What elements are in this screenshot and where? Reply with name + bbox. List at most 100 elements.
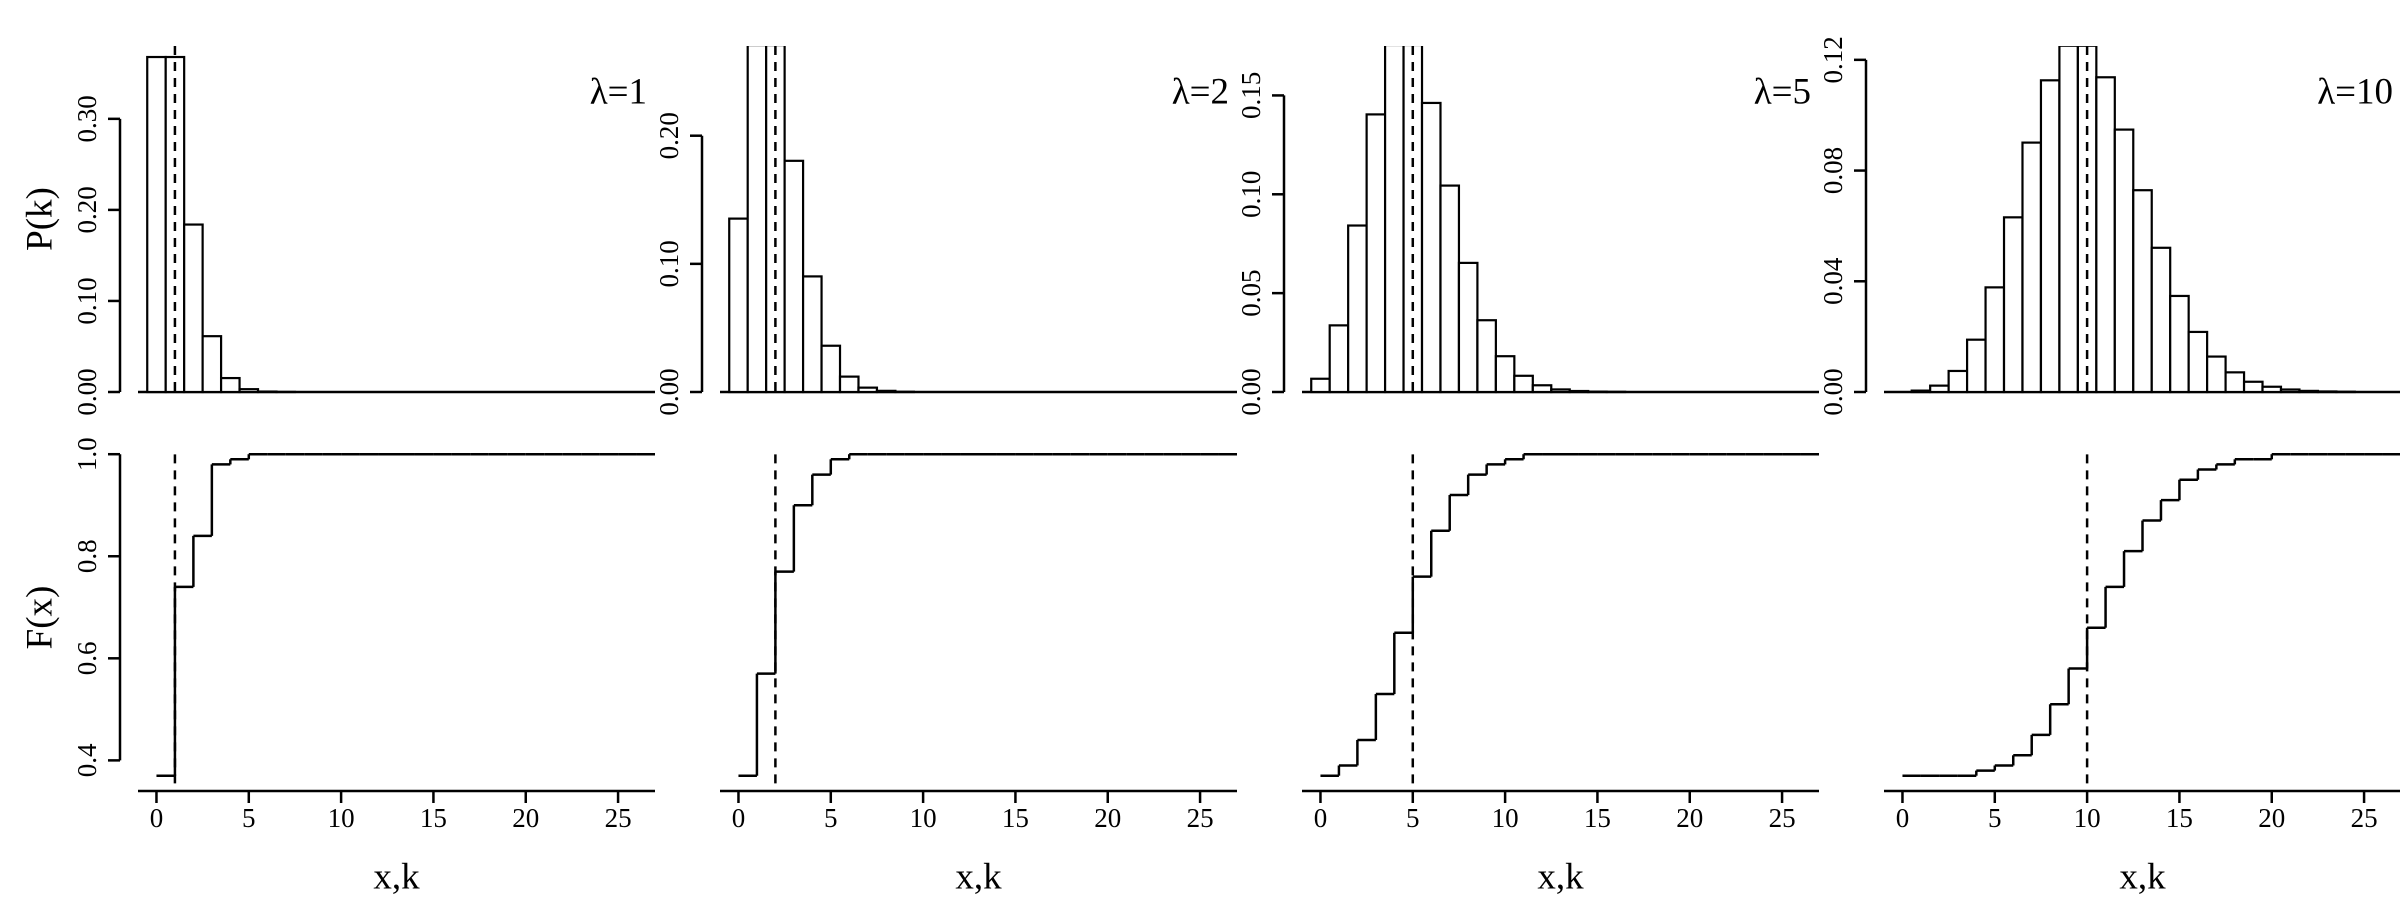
y-axis-label: F(x) <box>19 586 60 650</box>
y-tick-label: 0.30 <box>72 95 102 142</box>
bar <box>801 275 823 394</box>
bar <box>783 159 805 394</box>
x-tick-label: 10 <box>2074 803 2101 833</box>
y-tick-label: 0.6 <box>72 641 102 675</box>
x-tick-label: 15 <box>2166 803 2193 833</box>
annotation: λ=2 <box>1172 71 1229 112</box>
y-axis-label: P(k) <box>19 187 60 251</box>
annotation: λ=10 <box>2317 71 2393 112</box>
pmf-panel: 0.00 0.10 0.20 λ=2 <box>654 46 1237 416</box>
bar <box>820 344 842 394</box>
bar <box>1531 384 1553 394</box>
y-tick-label: 0.00 <box>1236 368 1266 415</box>
bar <box>728 217 749 394</box>
y-tick-label: 0.8 <box>72 539 102 573</box>
pmf-panel: 0.00 0.05 0.10 0.15 λ=5 <box>1236 46 1819 416</box>
bar <box>183 223 204 394</box>
bar <box>746 46 768 394</box>
x-tick-label: 15 <box>1002 803 1029 833</box>
pmf-panel: 0.00 0.10 0.20 0.30 P(k) λ=1 <box>19 46 655 416</box>
y-tick-label: 0.4 <box>72 743 102 777</box>
x-axis-label: x,k <box>1537 856 1584 897</box>
x-tick-label: 15 <box>1584 803 1611 833</box>
bar <box>1365 113 1387 394</box>
plot <box>1910 46 2356 394</box>
bar <box>1929 384 1950 394</box>
bar <box>1347 224 1368 394</box>
bar <box>2206 355 2227 394</box>
plot <box>1320 452 1819 791</box>
plot <box>738 452 1237 791</box>
x-tick-label: 5 <box>242 803 256 833</box>
x-tick-label: 0 <box>732 803 746 833</box>
y-tick-label: 0.20 <box>72 186 102 233</box>
bar <box>1550 388 1571 394</box>
x-tick-label: 25 <box>1769 803 1796 833</box>
plot <box>146 46 297 394</box>
x-tick-label: 25 <box>605 803 632 833</box>
annotation: λ=1 <box>590 71 647 112</box>
bar <box>1568 389 1590 394</box>
x-tick-label: 0 <box>150 803 164 833</box>
y-tick-label: 0.00 <box>654 368 684 415</box>
plot <box>156 452 655 791</box>
y-tick-label: 0.10 <box>72 277 102 324</box>
bar <box>1947 369 1969 394</box>
y-tick-label: 0.20 <box>654 112 684 159</box>
bar <box>1457 261 1479 394</box>
x-tick-label: 0 <box>1896 803 1910 833</box>
y-tick-label: 0.10 <box>654 240 684 287</box>
bar <box>2021 141 2043 394</box>
bar <box>2095 76 2116 394</box>
y-tick-label: 0.04 <box>1818 257 1848 305</box>
pmf-panel: 0.00 0.04 0.08 0.12 λ=10 <box>1818 36 2400 416</box>
x-tick-label: 10 <box>910 803 937 833</box>
cdf-panel: 0.4 0.6 0.8 1.0 F(x) 0 5 10 15 20 25 x,k <box>19 437 655 897</box>
x-tick-label: 5 <box>1988 803 2002 833</box>
bar <box>201 335 223 394</box>
cdf-panel: 0 5 10 15 20 25 x,k <box>1884 452 2400 897</box>
y-tick-label: 0.12 <box>1818 36 1848 83</box>
annotation: λ=5 <box>1754 71 1811 112</box>
bar <box>238 388 260 394</box>
x-tick-label: 25 <box>2351 803 2378 833</box>
bar <box>219 376 241 394</box>
bar <box>2039 79 2061 394</box>
bar <box>2169 294 2190 394</box>
x-tick-label: 10 <box>328 803 355 833</box>
bar <box>857 386 879 394</box>
x-axis-label: x,k <box>2119 856 2166 897</box>
x-tick-label: 20 <box>1676 803 1703 833</box>
x-tick-label: 25 <box>1187 803 1214 833</box>
bar <box>1328 324 1350 394</box>
bar <box>2113 128 2135 394</box>
plot <box>1902 452 2400 791</box>
x-tick-label: 5 <box>824 803 838 833</box>
x-tick-label: 5 <box>1406 803 1420 833</box>
y-tick-label: 0.15 <box>1236 72 1266 119</box>
bar <box>1910 389 1932 394</box>
y-tick-label: 0.00 <box>72 368 102 415</box>
plot <box>728 46 915 394</box>
y-tick-label: 1.0 <box>72 437 102 471</box>
y-tick-label: 0.00 <box>1818 368 1848 415</box>
bar <box>1383 46 1405 394</box>
y-tick-label: 0.05 <box>1236 270 1266 317</box>
bar <box>146 55 167 394</box>
bar <box>2224 371 2246 394</box>
bar <box>1420 101 1442 394</box>
y-tick-label: 0.08 <box>1818 147 1848 194</box>
bar <box>2279 388 2301 394</box>
x-axis-label: x,k <box>955 856 1002 897</box>
bar <box>2150 246 2172 394</box>
bar <box>2187 330 2209 394</box>
cdf-panel: 0 5 10 15 20 25 x,k <box>720 452 1237 897</box>
bar <box>1476 319 1497 394</box>
bar <box>1310 377 1331 394</box>
x-tick-label: 20 <box>2258 803 2285 833</box>
x-tick-label: 10 <box>1492 803 1519 833</box>
bar <box>1439 184 1461 394</box>
x-tick-label: 20 <box>512 803 539 833</box>
bar <box>1494 355 1516 394</box>
